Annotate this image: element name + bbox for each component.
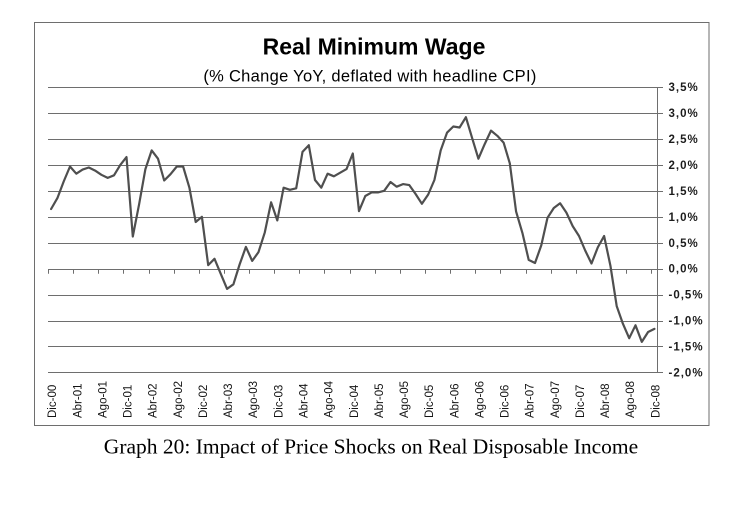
svg-text:Dic-08: Dic-08 (650, 385, 662, 418)
svg-text:Ago-05: Ago-05 (399, 381, 411, 418)
svg-text:Abr-06: Abr-06 (449, 383, 461, 418)
svg-text:-2,0%: -2,0% (669, 368, 704, 380)
svg-text:2,0%: 2,0% (669, 160, 699, 172)
svg-text:Ago-02: Ago-02 (173, 381, 185, 418)
svg-text:Dic-01: Dic-01 (123, 385, 135, 418)
svg-text:Dic-03: Dic-03 (273, 385, 285, 418)
svg-text:3,5%: 3,5% (669, 82, 699, 94)
svg-text:3,0%: 3,0% (669, 108, 699, 120)
svg-text:Abr-07: Abr-07 (525, 383, 537, 418)
svg-text:Dic-05: Dic-05 (424, 385, 436, 418)
svg-text:Abr-08: Abr-08 (600, 383, 612, 418)
svg-text:2,5%: 2,5% (669, 134, 699, 146)
svg-text:-0,5%: -0,5% (669, 290, 704, 302)
svg-text:1,0%: 1,0% (669, 212, 699, 224)
svg-text:0,0%: 0,0% (669, 264, 699, 276)
svg-text:Abr-04: Abr-04 (299, 383, 311, 418)
svg-text:Ago-03: Ago-03 (248, 381, 260, 418)
svg-text:Abr-02: Abr-02 (148, 383, 160, 418)
svg-text:Ago-04: Ago-04 (324, 380, 336, 418)
svg-text:Dic-07: Dic-07 (575, 385, 587, 418)
svg-text:(% Change YoY, deflated with h: (% Change YoY, deflated with headline CP… (203, 67, 536, 85)
svg-text:Ago-08: Ago-08 (625, 381, 637, 418)
svg-text:Abr-03: Abr-03 (223, 383, 235, 418)
svg-text:Ago-07: Ago-07 (550, 381, 562, 418)
svg-text:Graph 20: Impact of Price Shoc: Graph 20: Impact of Price Shocks on Real… (104, 435, 638, 459)
svg-text:Ago-01: Ago-01 (97, 381, 109, 418)
svg-text:0,5%: 0,5% (669, 238, 699, 250)
svg-text:Abr-01: Abr-01 (72, 383, 84, 418)
svg-text:Dic-04: Dic-04 (349, 384, 361, 418)
svg-text:Ago-06: Ago-06 (474, 381, 486, 418)
svg-text:-1,0%: -1,0% (669, 316, 704, 328)
svg-text:-1,5%: -1,5% (669, 342, 704, 354)
svg-text:Dic-02: Dic-02 (198, 385, 210, 418)
svg-text:1,5%: 1,5% (669, 186, 699, 198)
svg-text:Abr-05: Abr-05 (374, 383, 386, 418)
svg-text:Dic-00: Dic-00 (47, 385, 59, 418)
svg-text:Real Minimum Wage: Real Minimum Wage (263, 34, 486, 60)
svg-text:Dic-06: Dic-06 (500, 385, 512, 418)
